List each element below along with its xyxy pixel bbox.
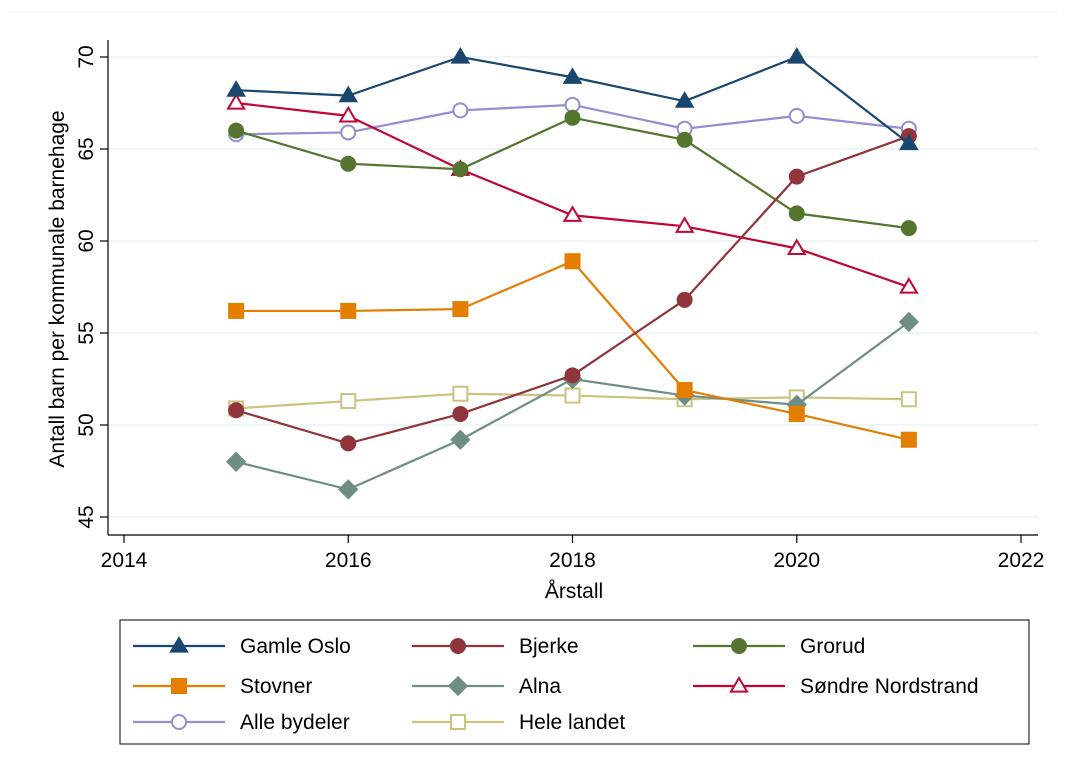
series-layer bbox=[225, 46, 920, 500]
data-point bbox=[452, 161, 469, 178]
data-point bbox=[340, 435, 357, 452]
legend-label: Stovner bbox=[240, 675, 312, 698]
legend-marker bbox=[171, 714, 187, 730]
data-point bbox=[674, 216, 695, 233]
x-axis-title: Årstall bbox=[545, 580, 603, 603]
data-point bbox=[898, 311, 920, 333]
y-tick-label: 60 bbox=[75, 229, 98, 252]
data-point bbox=[674, 91, 695, 108]
data-point bbox=[899, 133, 919, 151]
legend-label: Alle bydeler bbox=[240, 711, 350, 734]
data-point bbox=[225, 451, 247, 472]
legend-item: Gamle Oslo bbox=[133, 635, 351, 658]
data-point bbox=[450, 429, 471, 450]
data-point bbox=[452, 405, 469, 422]
data-point bbox=[226, 80, 246, 97]
data-point bbox=[452, 301, 469, 318]
legend-marker bbox=[450, 638, 466, 654]
data-point bbox=[676, 382, 693, 399]
y-tick-label: 65 bbox=[75, 137, 98, 160]
data-point bbox=[900, 220, 917, 237]
data-point bbox=[900, 431, 917, 448]
legend-label: Gamle Oslo bbox=[240, 635, 351, 658]
legend-item: Søndre Nordstrand bbox=[693, 675, 979, 698]
series-bjerke bbox=[228, 128, 917, 452]
data-point bbox=[340, 124, 357, 141]
legend-marker bbox=[171, 678, 187, 694]
data-point bbox=[452, 102, 469, 119]
data-point bbox=[676, 131, 693, 148]
data-point bbox=[340, 302, 357, 319]
legend-item: Bjerke bbox=[412, 635, 579, 658]
x-tick-label: 2022 bbox=[998, 549, 1045, 572]
x-tick-label: 2020 bbox=[773, 549, 820, 572]
data-point bbox=[676, 291, 693, 308]
data-point bbox=[228, 402, 245, 419]
data-point bbox=[788, 405, 805, 422]
data-point bbox=[562, 205, 583, 222]
y-tick-label: 45 bbox=[75, 505, 98, 528]
legend-marker bbox=[450, 714, 466, 730]
data-point bbox=[450, 46, 471, 64]
legend-item: Stovner bbox=[133, 675, 312, 698]
data-point bbox=[452, 385, 469, 402]
x-tick-label: 2014 bbox=[101, 549, 148, 572]
data-point bbox=[340, 155, 357, 172]
data-point bbox=[786, 46, 807, 64]
data-point bbox=[788, 107, 805, 124]
legend-marker bbox=[729, 675, 749, 693]
data-point bbox=[788, 168, 805, 185]
data-point bbox=[562, 67, 583, 84]
legend-item: Grorud bbox=[693, 635, 865, 658]
data-point bbox=[338, 85, 359, 103]
legend-marker bbox=[447, 675, 469, 697]
y-tick-label: 70 bbox=[75, 45, 98, 68]
data-point bbox=[786, 238, 807, 255]
data-point bbox=[340, 393, 357, 410]
legend-marker bbox=[731, 638, 747, 654]
x-tick-label: 2016 bbox=[325, 549, 372, 572]
data-point bbox=[564, 109, 581, 126]
legend-label: Grorud bbox=[800, 635, 865, 658]
legend-item: Alle bydeler bbox=[133, 711, 350, 734]
data-point bbox=[338, 479, 359, 500]
data-point bbox=[900, 391, 917, 408]
data-point bbox=[228, 302, 245, 319]
legend-marker bbox=[169, 635, 189, 653]
data-point bbox=[338, 105, 359, 123]
series-gamle-oslo bbox=[226, 46, 919, 151]
series-stovner bbox=[228, 253, 917, 448]
x-tick-label: 2018 bbox=[549, 549, 596, 572]
data-point bbox=[564, 387, 581, 404]
y-tick-label: 55 bbox=[75, 321, 98, 344]
y-axis-title: Antall barn per kommunale barnehage bbox=[46, 110, 69, 467]
data-point bbox=[226, 92, 246, 110]
legend-label: Bjerke bbox=[519, 635, 579, 658]
legend-item: Alna bbox=[412, 675, 561, 698]
legend-label: Hele landet bbox=[519, 711, 625, 734]
data-point bbox=[899, 276, 919, 294]
data-point bbox=[788, 205, 805, 222]
legend-label: Søndre Nordstrand bbox=[800, 675, 979, 698]
data-point bbox=[564, 253, 581, 270]
axes: 45 50 55 60 65 70 2014 2016 2018 2020 2022 bbox=[75, 40, 1044, 572]
y-tick-label: 50 bbox=[75, 413, 98, 436]
legend-item: Hele landet bbox=[412, 711, 625, 734]
grid bbox=[108, 56, 1038, 518]
legend-box bbox=[119, 619, 1030, 745]
legend-label: Alna bbox=[519, 675, 561, 698]
series-grorud bbox=[228, 109, 917, 237]
legend: Gamle Oslo Bjerke Grorud Stovner Alna Søndre … bbox=[119, 619, 1030, 745]
data-point bbox=[564, 367, 581, 384]
data-point bbox=[228, 122, 245, 139]
